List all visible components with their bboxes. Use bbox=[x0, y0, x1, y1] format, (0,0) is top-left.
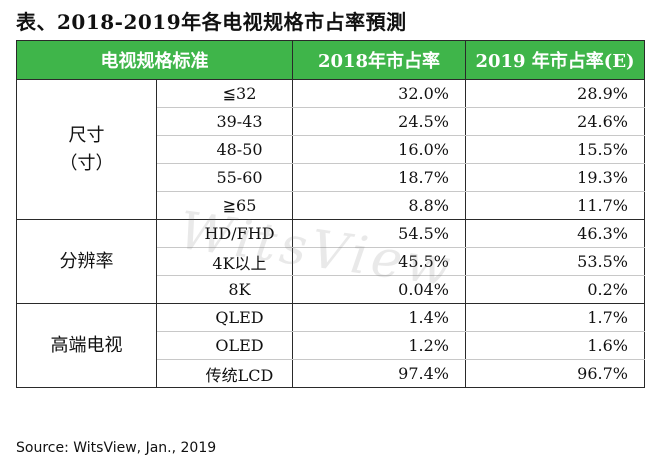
share-2018-cell: 18.7% bbox=[292, 163, 466, 192]
share-2019-cell: 0.2% bbox=[465, 275, 645, 304]
header-2018: 2018年市占率 bbox=[292, 40, 466, 80]
share-2018-cell: 16.0% bbox=[292, 135, 466, 164]
table-row: 尺寸 （寸） ≦32 32.0% 28.9% bbox=[16, 79, 645, 220]
spec-cell: 48-50 bbox=[156, 135, 293, 164]
spec-cell: 39-43 bbox=[156, 107, 293, 136]
share-2019-cell: 1.6% bbox=[465, 331, 645, 360]
table-row: 分辨率 HD/FHD 54.5% 46.3% bbox=[16, 219, 645, 304]
spec-cell: ≦32 bbox=[156, 79, 293, 108]
share-2018-cell: 97.4% bbox=[292, 359, 466, 388]
share-2018-cell: 8.8% bbox=[292, 191, 466, 220]
group-label-line: 高端电视 bbox=[50, 334, 123, 356]
group-label-line: （寸） bbox=[59, 152, 114, 174]
share-2018-cell: 32.0% bbox=[292, 79, 466, 108]
table-row: 传统LCD 97.4% 96.7% bbox=[17, 359, 645, 388]
table-row: 55-60 18.7% 19.3% bbox=[17, 163, 645, 192]
table-row: 48-50 16.0% 15.5% bbox=[17, 135, 645, 164]
table-row: ≧65 8.8% 11.7% bbox=[17, 191, 645, 220]
spec-cell: 传统LCD bbox=[156, 359, 293, 388]
share-2018-cell: 1.2% bbox=[292, 331, 466, 360]
spec-cell: ≧65 bbox=[156, 191, 293, 220]
table-row: 8K 0.04% 0.2% bbox=[17, 275, 645, 304]
share-2019-cell: 19.3% bbox=[465, 163, 645, 192]
header-2019: 2019 年市占率(E) bbox=[465, 40, 645, 80]
share-2019-cell: 15.5% bbox=[465, 135, 645, 164]
table-header-row: 电视规格标准 2018年市占率 2019 年市占率(E) bbox=[16, 40, 645, 80]
spec-cell: OLED bbox=[156, 331, 293, 360]
spec-cell: 55-60 bbox=[156, 163, 293, 192]
source-note: Source: WitsView, Jan., 2019 bbox=[16, 440, 217, 456]
share-2019-cell: 11.7% bbox=[465, 191, 645, 220]
table-row: 高端电视 QLED 1.4% 1.7% bbox=[16, 303, 645, 388]
group-label-line: 尺寸 bbox=[68, 124, 105, 146]
table-title: 表、2018-2019年各电视规格市占率預測 bbox=[16, 10, 407, 34]
table-row: 39-43 24.5% 24.6% bbox=[17, 107, 645, 136]
group-label-size: 尺寸 （寸） bbox=[16, 79, 157, 220]
share-2018-cell: 54.5% bbox=[292, 219, 466, 248]
share-2019-cell: 1.7% bbox=[465, 303, 645, 332]
table-row: 4K以上 45.5% 53.5% bbox=[17, 247, 645, 276]
market-share-table: 电视规格标准 2018年市占率 2019 年市占率(E) 尺寸 （寸） ≦32 … bbox=[16, 40, 645, 388]
share-2019-cell: 53.5% bbox=[465, 247, 645, 276]
share-2018-cell: 0.04% bbox=[292, 275, 466, 304]
spec-cell: 8K bbox=[156, 275, 293, 304]
header-spec: 电视规格标准 bbox=[16, 40, 293, 80]
table-row: OLED 1.2% 1.6% bbox=[17, 331, 645, 360]
share-2018-cell: 1.4% bbox=[292, 303, 466, 332]
share-2018-cell: 45.5% bbox=[292, 247, 466, 276]
share-2019-cell: 46.3% bbox=[465, 219, 645, 248]
share-2019-cell: 24.6% bbox=[465, 107, 645, 136]
share-2019-cell: 96.7% bbox=[465, 359, 645, 388]
spec-cell: QLED bbox=[156, 303, 293, 332]
group-label-premium-tv: 高端电视 bbox=[16, 303, 157, 388]
share-2019-cell: 28.9% bbox=[465, 79, 645, 108]
group-label-resolution: 分辨率 bbox=[16, 219, 157, 304]
group-label-line: 分辨率 bbox=[59, 250, 114, 272]
spec-cell: 4K以上 bbox=[156, 247, 293, 276]
spec-cell: HD/FHD bbox=[156, 219, 293, 248]
share-2018-cell: 24.5% bbox=[292, 107, 466, 136]
